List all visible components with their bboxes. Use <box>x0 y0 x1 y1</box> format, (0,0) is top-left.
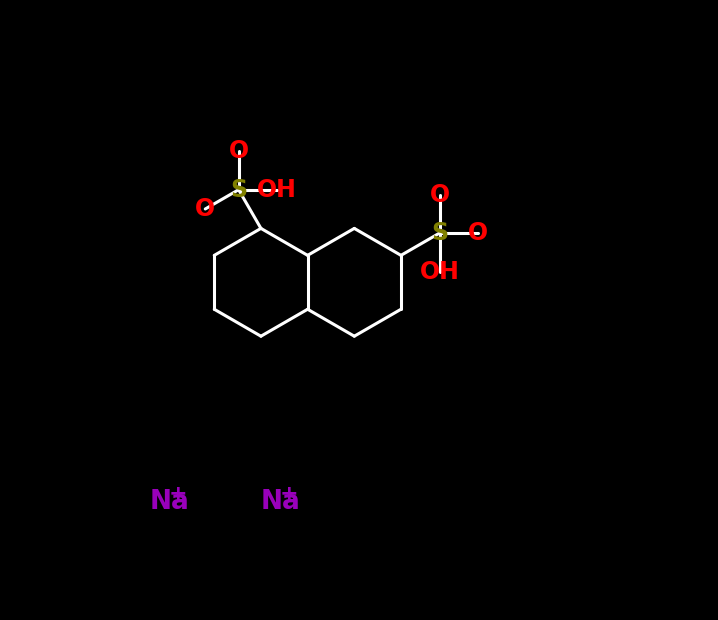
Text: OH: OH <box>257 178 297 202</box>
Text: O: O <box>228 140 248 163</box>
Text: O: O <box>195 197 215 221</box>
Text: Na: Na <box>261 489 301 515</box>
Text: O: O <box>429 182 449 206</box>
Text: +: + <box>280 484 299 504</box>
Text: S: S <box>431 221 448 245</box>
Text: Na: Na <box>149 489 189 515</box>
Text: +: + <box>169 484 187 504</box>
Text: O: O <box>468 221 488 245</box>
Text: S: S <box>230 178 247 202</box>
Text: OH: OH <box>420 260 460 283</box>
